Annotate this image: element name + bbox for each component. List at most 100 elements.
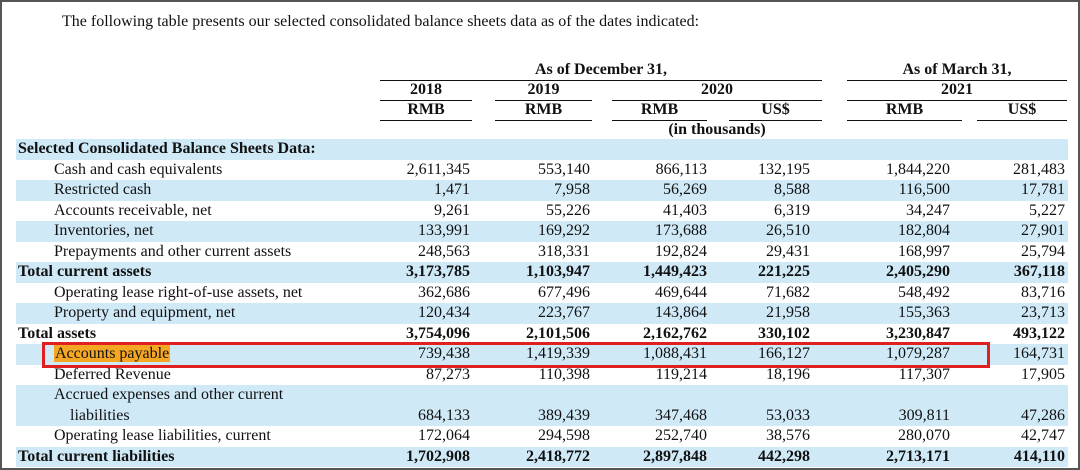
cell-value: 1,103,947: [526, 263, 590, 280]
row-label: Total current liabilities: [18, 447, 174, 467]
cell-value: 493,122: [1013, 324, 1065, 342]
cell-value: 132,195: [758, 160, 810, 178]
unit-note: (in thousands): [668, 121, 766, 138]
row-label-text: Operating lease right-of-use assets, net: [54, 283, 303, 301]
underline: [612, 100, 822, 101]
row-label-text: Operating lease liabilities, current: [54, 427, 271, 444]
row-label-text: Total current assets: [18, 263, 152, 280]
cell-value: 192,824: [655, 242, 707, 260]
currency-header: US$: [1007, 101, 1037, 118]
row-label-text: Total current liabilities: [18, 447, 175, 465]
row-band: [16, 262, 1068, 283]
row-label-text: Accounts receivable, net: [54, 201, 212, 219]
cell-value: 3,173,785: [406, 263, 470, 280]
cell-value: 1,088,431: [643, 345, 707, 362]
row-label: Cash and cash equivalents: [54, 160, 222, 180]
cell-value: 2,405,290: [886, 263, 950, 280]
row-label: Accounts payable: [54, 344, 171, 364]
cell-value: 553,140: [538, 160, 590, 178]
row-label-text: Accrued expenses and other current: [54, 386, 284, 403]
cell-value: 87,273: [426, 365, 470, 383]
underline: [612, 120, 707, 121]
cell-value: 2,897,848: [643, 447, 707, 465]
cell-value: 389,439: [538, 406, 590, 424]
underline: [847, 80, 1067, 81]
cell-value: 469,644: [655, 283, 707, 301]
highlight-box: [42, 342, 990, 368]
row-band: [16, 221, 1068, 242]
cell-value: 71,682: [766, 283, 810, 301]
row-label-text: Total assets: [18, 324, 97, 342]
underline: [495, 120, 592, 121]
underline: [847, 120, 962, 121]
cell-value: 164,731: [1013, 345, 1065, 362]
cell-value: 309,811: [898, 406, 950, 424]
row-label-text: Deferred Revenue: [54, 365, 171, 383]
cell-value: 21,958: [766, 304, 810, 321]
cell-value: 7,958: [554, 181, 590, 198]
cell-value: 143,864: [655, 304, 707, 321]
cell-value: 414,110: [1013, 447, 1065, 465]
cell-value: 41,403: [663, 201, 707, 219]
cell-value: 9,261: [434, 201, 470, 219]
cell-value: 280,070: [898, 427, 950, 444]
group-header: As of March 31,: [902, 61, 1012, 78]
cell-value: 26,510: [766, 222, 810, 239]
cell-value: 133,991: [418, 222, 470, 239]
row-label: Prepayments and other current assets: [54, 242, 291, 262]
cell-value: 8,588: [774, 181, 810, 198]
cell-value: 3,230,847: [886, 324, 950, 342]
row-band: [16, 385, 1068, 426]
cell-value: 5,227: [1029, 201, 1065, 219]
row-band: [16, 303, 1068, 324]
cell-value: 55,226: [546, 201, 590, 219]
row-label-text: Restricted cash: [54, 181, 152, 198]
cell-value: 1,449,423: [643, 263, 707, 280]
underline: [380, 120, 472, 121]
year-header: 2018: [410, 81, 442, 98]
cell-value: 6,319: [774, 201, 810, 219]
cell-value: 221,225: [758, 263, 810, 280]
cell-value: 27,901: [1021, 222, 1065, 239]
cell-value: 677,496: [538, 283, 590, 301]
row-label-text: Accounts payable: [54, 345, 171, 362]
row-label: Operating lease right-of-use assets, net: [54, 283, 302, 303]
cell-value: 1,844,220: [886, 160, 950, 178]
row-label: Property and equipment, net: [54, 303, 235, 323]
cell-value: 42,747: [1021, 427, 1065, 444]
cell-value: 866,113: [655, 160, 707, 178]
cell-value: 116,500: [898, 181, 950, 198]
cell-value: 172,064: [418, 427, 470, 444]
cell-value: 1,702,908: [406, 447, 470, 465]
cell-value: 29,431: [766, 242, 810, 260]
cell-value: 155,363: [898, 304, 950, 321]
row-label: Total current assets: [18, 262, 151, 282]
cell-value: 17,905: [1021, 365, 1065, 383]
underline: [847, 100, 1067, 101]
cell-value: 3,754,096: [406, 324, 470, 342]
cell-value: 173,688: [655, 222, 707, 239]
cell-value: 53,033: [766, 406, 810, 424]
cell-value: 367,118: [1013, 263, 1065, 280]
cell-value: 347,468: [655, 406, 707, 424]
cell-value: 23,713: [1021, 304, 1065, 321]
currency-header: RMB: [885, 101, 924, 118]
cell-value: 294,598: [538, 427, 590, 444]
row-label: Restricted cash: [54, 180, 151, 200]
cell-value: 25,794: [1021, 242, 1065, 260]
row-label: Accounts receivable, net: [54, 201, 212, 221]
row-label-text: Prepayments and other current assets: [54, 242, 292, 260]
currency-header: RMB: [407, 101, 445, 118]
cell-value: 362,686: [418, 283, 470, 301]
row-label-text: Property and equipment, net: [54, 304, 236, 321]
row-band: [16, 180, 1068, 201]
cell-value: 34,247: [906, 201, 950, 219]
cell-value: 182,804: [898, 222, 950, 239]
cell-value: 318,331: [538, 242, 590, 260]
cell-value: 2,418,772: [526, 447, 590, 465]
cell-value: 252,740: [655, 427, 707, 444]
currency-header: US$: [761, 101, 790, 118]
row-band: [16, 139, 1068, 160]
underline: [380, 100, 472, 101]
